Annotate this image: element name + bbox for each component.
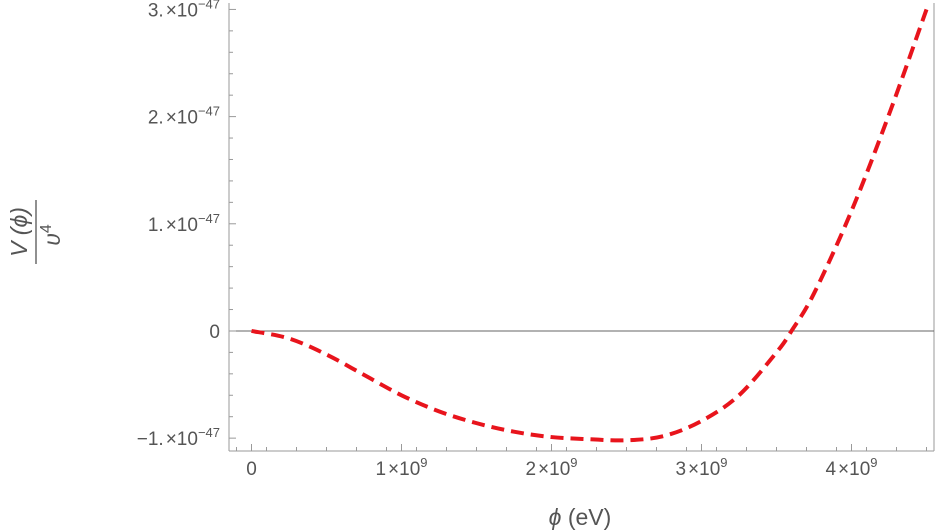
y-tick-label: 0 [209,322,220,343]
series-layer [251,8,929,443]
y-tick-label: 2. ×10−47 [148,104,220,129]
series-line-0 [251,8,929,443]
x-axis-ticks: 0 1 ×109 2 ×109 3 ×109 4 ×109 [236,444,927,480]
x-tick-label: 0 [246,459,257,480]
x-tick-label: 1 ×109 [375,455,427,480]
y-axis-label: V (ϕ) υ4 [6,200,65,264]
x-axis-label: ϕ (eV) [549,504,612,530]
y-axis-ticks: −1. ×10−47 0 1. ×10−47 2. ×10−47 3. ×10−47 [137,0,236,450]
x-tick-label: 3 ×109 [675,455,727,480]
y-axis-label-numerator: V (ϕ) [6,207,32,257]
y-tick-label: −1. ×10−47 [137,425,220,450]
x-tick-label: 2 ×109 [525,455,577,480]
x-tick-label: 4 ×109 [825,455,877,480]
y-tick-label: 3. ×10−47 [148,0,220,21]
y-tick-label: 1. ×10−47 [148,211,220,236]
y-axis-label-denominator: υ4 [38,224,65,246]
plot-frame [228,3,935,452]
